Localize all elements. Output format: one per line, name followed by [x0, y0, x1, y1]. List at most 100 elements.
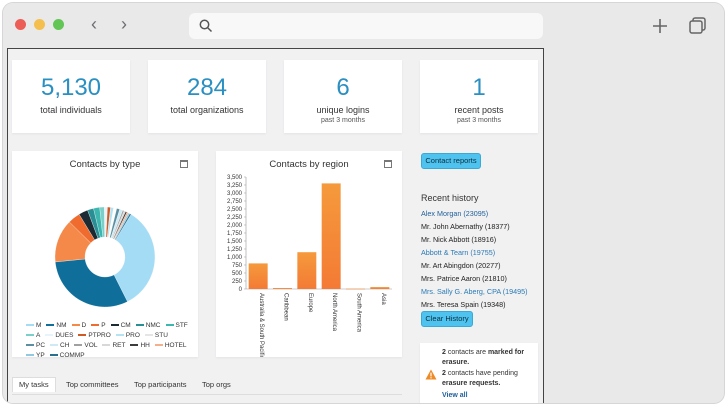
page-viewport: 5,130 total individuals 284 total organi…: [7, 48, 544, 403]
warning-icon: [425, 369, 437, 380]
tab-bar: My tasks Top committees Top participants…: [12, 376, 402, 395]
stat-card-logins[interactable]: 6 unique logins past 3 months: [284, 60, 402, 133]
legend-swatch: [115, 334, 124, 337]
search-icon: [199, 19, 213, 33]
y-tick-label: 3,000: [227, 191, 243, 197]
legend-item-ch[interactable]: CH: [50, 341, 69, 351]
clear-history-button[interactable]: Clear History: [421, 311, 473, 327]
minimize-window-button[interactable]: [34, 19, 45, 30]
legend-swatch: [154, 344, 163, 347]
stat-label: total organizations: [170, 105, 244, 115]
stat-label: total individuals: [40, 105, 102, 115]
erasure-marked-text: 2 contacts are marked for erasure.: [442, 348, 534, 368]
address-bar[interactable]: [189, 13, 543, 39]
legend-item-pc[interactable]: PC: [26, 341, 45, 351]
bar-north-america[interactable]: [321, 183, 341, 289]
stat-card-posts[interactable]: 1 recent posts past 3 months: [420, 60, 538, 133]
legend-swatch: [26, 344, 34, 347]
y-tick-label: 2,000: [227, 223, 243, 229]
y-tick-label: 2,250: [227, 215, 243, 221]
calendar-icon[interactable]: [384, 160, 392, 168]
recent-history-item[interactable]: Mrs. Sally G. Aberg, CPA (19495): [421, 287, 528, 296]
legend-swatch: [71, 324, 80, 327]
request-text: contacts have pending: [445, 370, 518, 377]
legend-item-hh[interactable]: HH: [130, 341, 150, 351]
stat-value: 284: [186, 74, 228, 101]
y-tick-label: 2,500: [227, 207, 243, 213]
legend-label: NMC: [145, 322, 161, 329]
recent-history-item[interactable]: Abbott & Tearn (19755): [421, 248, 496, 257]
y-tick-label: 500: [232, 271, 243, 277]
bar-south-america[interactable]: [346, 288, 365, 290]
tab-my-tasks[interactable]: My tasks: [12, 377, 56, 392]
y-tick-label: 1,750: [227, 231, 243, 237]
browser-titlebar: ‹ ›: [3, 3, 724, 47]
legend-item-m[interactable]: M: [26, 321, 41, 331]
x-tick-label: Caribbean: [283, 293, 289, 321]
recent-history-item[interactable]: Mr. Nick Abbott (18916): [421, 235, 497, 244]
legend-label: STU: [154, 332, 168, 339]
legend-item-yp[interactable]: YP: [26, 351, 45, 361]
legend-item-stf[interactable]: STF: [165, 321, 188, 331]
zoom-window-button[interactable]: [53, 19, 64, 30]
legend-item-ptpro[interactable]: PTPRO: [78, 331, 111, 341]
legend-item-hotel[interactable]: HOTEL: [154, 341, 187, 351]
erasure-notice: 2 contacts are marked for erasure. 2 con…: [420, 343, 538, 403]
recent-history-item[interactable]: Mrs. Teresa Spain (19348): [421, 300, 506, 309]
pie-slice-commp[interactable]: [114, 213, 132, 241]
stat-value: 1: [472, 74, 486, 101]
tab-top-orgs[interactable]: Top orgs: [202, 380, 231, 389]
y-tick-label: 1,500: [227, 239, 243, 245]
bar-europe[interactable]: [297, 252, 317, 289]
legend-item-cm[interactable]: CM: [110, 321, 131, 331]
stat-value: 5,130: [40, 74, 102, 101]
recent-history-item[interactable]: Mr. John Abernathy (18377): [421, 222, 510, 231]
recent-history-item[interactable]: Mr. Art Abingdon (20277): [421, 261, 501, 270]
legend-swatch: [130, 344, 139, 347]
legend-item-d[interactable]: D: [71, 321, 86, 331]
x-tick-label: Asia: [380, 293, 386, 305]
tab-top-committees[interactable]: Top committees: [66, 380, 119, 389]
contact-reports-button[interactable]: Contact reports: [421, 153, 481, 169]
pie-slice-nm[interactable]: [55, 258, 128, 308]
legend-label: P: [101, 322, 106, 329]
recent-history-item[interactable]: Alex Morgan (23095): [421, 209, 489, 218]
legend-item-a[interactable]: A: [26, 331, 40, 341]
legend-label: A: [36, 332, 41, 339]
tabs-overview-icon[interactable]: [687, 15, 709, 37]
bar-caribbean[interactable]: [273, 288, 292, 289]
request-count: 2: [442, 370, 446, 377]
recent-history-item[interactable]: Mrs. Patrice Aaron (21810): [421, 274, 507, 283]
legend-item-nmc[interactable]: NMC: [135, 321, 161, 331]
view-all-link[interactable]: View all: [442, 392, 468, 399]
close-window-button[interactable]: [15, 19, 26, 30]
contacts-by-region-chart: 0 250 500 750 1,000 1,250 1,500 1,750 2,000 2,250…: [227, 175, 392, 357]
legend-item-commp[interactable]: COMMP: [49, 351, 85, 361]
stat-card-individuals[interactable]: 5,130 total individuals: [12, 60, 130, 133]
x-tick-label: Europe: [307, 293, 313, 313]
panel-title: Contacts by type: [69, 159, 141, 170]
legend-item-nm[interactable]: NM: [46, 321, 67, 331]
bar-australia-south-pacific[interactable]: [248, 263, 268, 289]
calendar-icon[interactable]: [180, 160, 188, 168]
contacts-by-type-chart: [54, 206, 156, 308]
legend-item-pro[interactable]: PRO: [115, 331, 140, 341]
legend-label: HOTEL: [164, 342, 187, 349]
legend-item-dues[interactable]: DUES: [45, 331, 73, 341]
legend-swatch: [74, 344, 83, 347]
stat-card-organizations[interactable]: 284 total organizations: [148, 60, 266, 133]
legend-item-stu[interactable]: STU: [144, 331, 168, 341]
y-tick-label: 250: [232, 279, 243, 285]
new-tab-icon[interactable]: [649, 15, 671, 37]
legend-item-p[interactable]: P: [91, 321, 106, 331]
bar-asia[interactable]: [370, 287, 390, 289]
forward-icon[interactable]: ›: [121, 14, 127, 34]
legend-item-vol[interactable]: VOL: [74, 341, 97, 351]
y-tick-label: 1,250: [227, 247, 243, 253]
legend-item-ret[interactable]: RET: [102, 341, 125, 351]
legend-swatch: [45, 334, 54, 337]
stat-sublabel: past 3 months: [457, 117, 501, 124]
browser-window: ‹ › 5,130 total individuals 284 total or…: [3, 3, 724, 403]
tab-top-participants[interactable]: Top participants: [134, 380, 187, 389]
back-icon[interactable]: ‹: [91, 14, 97, 34]
